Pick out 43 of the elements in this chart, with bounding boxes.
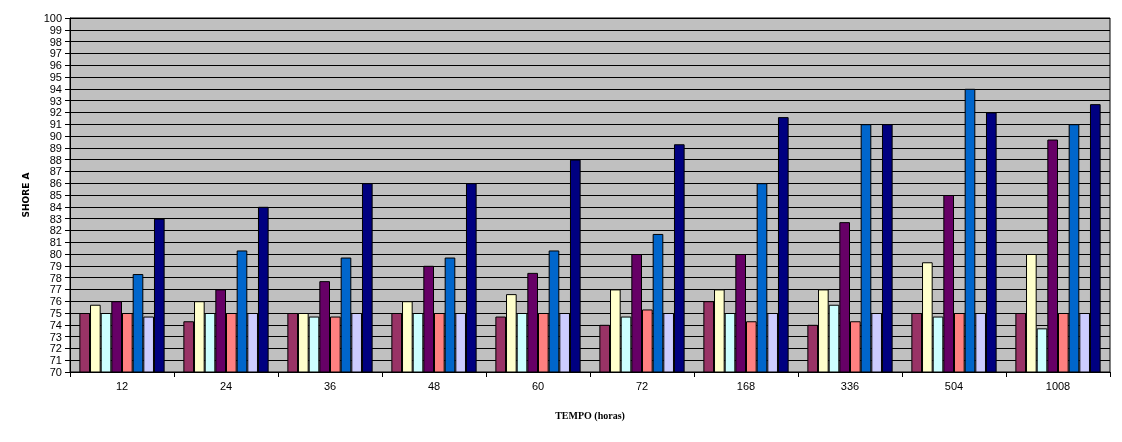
y-tick-label: 100	[43, 12, 62, 24]
y-tick-label: 94	[49, 82, 62, 95]
x-tick-label: 48	[427, 379, 441, 392]
y-axis-title: SHORE A	[20, 172, 31, 218]
y-tick-label: 78	[49, 271, 62, 284]
x-axis-title: TEMPO (horas)	[555, 409, 625, 422]
y-tick-label: 73	[49, 330, 62, 343]
y-tick-label: 88	[49, 153, 62, 166]
y-tick-label: 87	[49, 165, 62, 178]
y-tick-label: 97	[49, 47, 62, 60]
x-tick-label: 504	[944, 379, 964, 392]
x-tick-label: 72	[635, 379, 649, 392]
y-tick-label: 72	[49, 342, 62, 355]
y-tick-label: 80	[49, 248, 62, 260]
y-tick-label: 90	[49, 130, 62, 142]
y-tick-label: 89	[49, 141, 62, 154]
x-tick-label: 24	[219, 379, 233, 392]
x-tick-label: 336	[840, 379, 860, 392]
x-tick-label: 36	[323, 379, 337, 392]
y-tick-label: 81	[49, 236, 62, 249]
y-tick-label: 95	[49, 71, 62, 83]
y-tick-label: 71	[49, 354, 62, 367]
x-tick-label: 60	[531, 379, 545, 392]
y-tick-label: 76	[49, 295, 62, 308]
y-tick-label: 84	[49, 200, 62, 213]
y-tick-label: 91	[49, 118, 62, 131]
y-tick-label: 96	[49, 59, 62, 72]
y-tick-label: 86	[49, 177, 62, 190]
y-tick-label: 85	[49, 189, 62, 201]
y-tick-label: 74	[49, 318, 62, 331]
y-tick-label: 99	[49, 23, 62, 36]
y-tick-label: 82	[49, 224, 62, 237]
y-tick-label: 92	[49, 106, 62, 119]
y-tick-label: 77	[49, 283, 62, 296]
y-tick-label: 83	[49, 212, 62, 225]
y-tick-label: 98	[49, 35, 62, 48]
x-tick-label: 168	[736, 379, 756, 392]
y-tick-label: 93	[49, 94, 62, 107]
y-tick-label: 70	[49, 366, 62, 378]
x-tick-label: 12	[115, 379, 129, 392]
y-tick-label: 79	[49, 259, 62, 272]
y-tick-label: 75	[49, 307, 62, 319]
x-tick-label: 1008	[1045, 379, 1071, 392]
